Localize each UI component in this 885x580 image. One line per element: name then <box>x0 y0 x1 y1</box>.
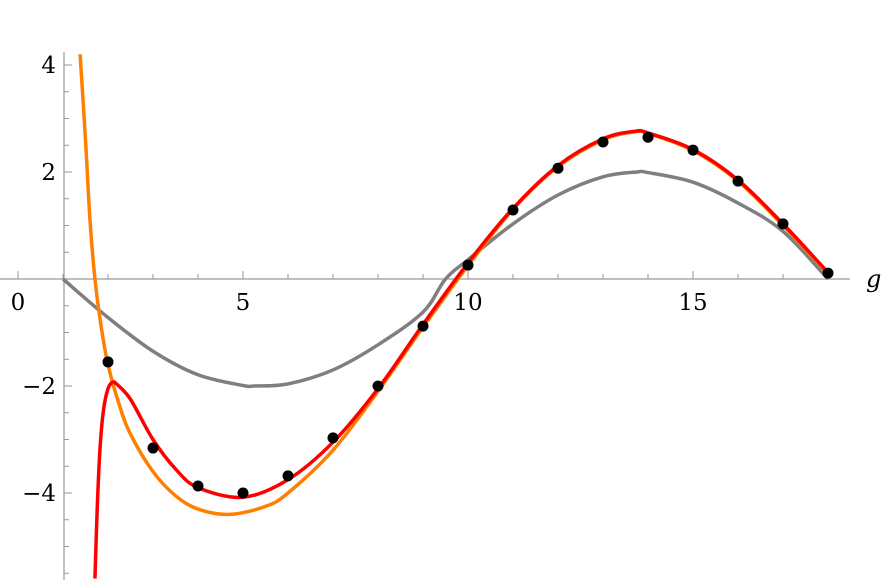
data-point <box>777 218 789 230</box>
y-tick-label: 2 <box>41 160 56 186</box>
y-tick-label: 4 <box>41 53 56 79</box>
gray-curve <box>61 169 830 389</box>
data-point <box>237 487 249 499</box>
x-tick-label: 10 <box>453 290 482 316</box>
curves <box>61 54 830 579</box>
data-point <box>822 267 834 279</box>
data-point <box>327 432 339 444</box>
x-tick-label: 5 <box>236 290 251 316</box>
data-points <box>102 131 834 499</box>
data-point <box>732 175 744 187</box>
data-point <box>192 480 204 492</box>
x-axis-label: g <box>866 265 881 293</box>
axes: 0 5 10 15 4 2 −2 −4 <box>0 52 850 580</box>
data-point <box>147 442 159 454</box>
y-tick-label: −2 <box>22 374 56 400</box>
data-point <box>372 380 384 392</box>
data-point <box>417 320 429 332</box>
x-tick-label: 15 <box>678 290 707 316</box>
data-point <box>282 470 294 482</box>
y-tick-label: −4 <box>22 481 56 507</box>
data-point <box>597 136 609 148</box>
data-point <box>642 131 654 143</box>
data-point <box>552 162 564 174</box>
data-point <box>507 204 519 216</box>
data-point <box>687 144 699 156</box>
data-point <box>462 259 474 271</box>
data-point <box>102 356 114 368</box>
x-tick-label: 0 <box>11 290 26 316</box>
